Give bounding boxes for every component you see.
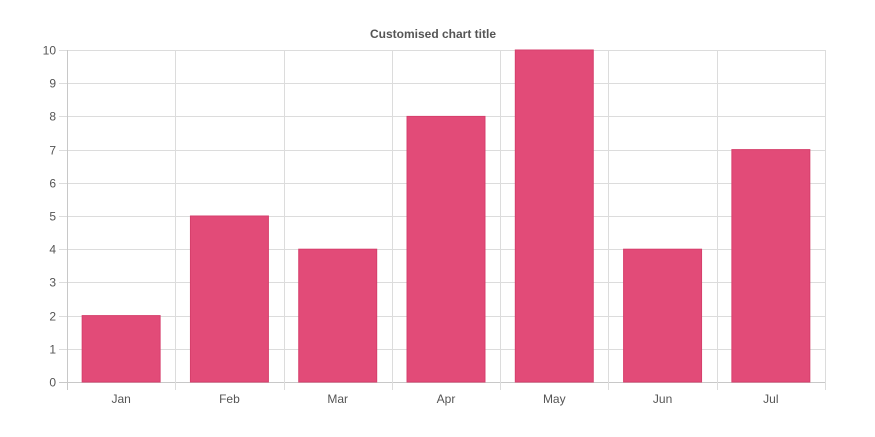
x-axis: Jan Feb Mar Apr May Jun Jul bbox=[111, 392, 778, 406]
bars bbox=[81, 49, 811, 383]
bar-jan[interactable] bbox=[81, 315, 161, 383]
bar-apr[interactable] bbox=[406, 115, 486, 383]
x-tick-label: Apr bbox=[437, 392, 456, 406]
y-tick-label: 1 bbox=[49, 343, 56, 357]
bar-jun[interactable] bbox=[623, 248, 703, 383]
x-tick-label: May bbox=[543, 392, 566, 406]
bar-may[interactable] bbox=[514, 49, 594, 383]
bar-feb[interactable] bbox=[189, 215, 269, 383]
x-tick-label: Mar bbox=[327, 392, 348, 406]
bar-mar[interactable] bbox=[298, 248, 378, 383]
y-tick-label: 10 bbox=[43, 44, 57, 58]
x-tick-label: Jun bbox=[653, 392, 672, 406]
bar-jul[interactable] bbox=[731, 149, 811, 383]
chart-title: Customised chart title bbox=[370, 27, 496, 41]
y-tick-label: 4 bbox=[49, 243, 56, 257]
y-tick-label: 3 bbox=[49, 276, 56, 290]
y-tick-label: 0 bbox=[49, 376, 56, 390]
y-tick-label: 6 bbox=[49, 177, 56, 191]
y-tick-label: 9 bbox=[49, 77, 56, 91]
x-tick-label: Feb bbox=[219, 392, 240, 406]
x-tick-label: Jan bbox=[111, 392, 130, 406]
y-tick-label: 8 bbox=[49, 110, 56, 124]
y-tick-label: 7 bbox=[49, 144, 56, 158]
y-axis: 0 1 2 3 4 5 6 7 8 9 10 bbox=[43, 44, 57, 390]
x-tick-label: Jul bbox=[763, 392, 778, 406]
y-tick-label: 5 bbox=[49, 210, 56, 224]
y-tick-label: 2 bbox=[49, 310, 56, 324]
